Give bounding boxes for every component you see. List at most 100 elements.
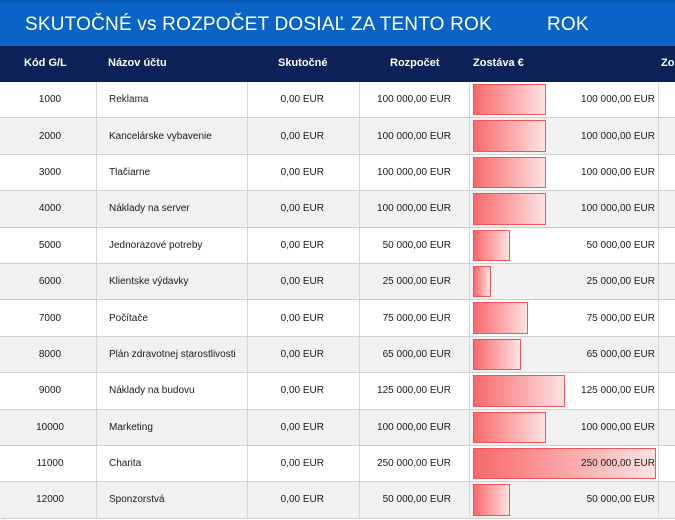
remaining-cell[interactable]: 125 000,00 EUR <box>469 373 659 409</box>
remaining-pct-cell[interactable] <box>659 446 675 481</box>
table-row[interactable]: 5000 Jednorazové potreby 0,00 EUR 50 000,00… <box>0 227 675 264</box>
budget-cell[interactable]: 65 000,00 EUR <box>359 336 469 373</box>
remaining-pct-cell[interactable] <box>659 410 675 445</box>
actual-cell[interactable]: 0,00 EUR <box>247 482 359 518</box>
remaining-cell[interactable]: 50 000,00 EUR <box>469 227 659 263</box>
header-account-name[interactable]: Názov účtu <box>108 57 167 69</box>
remaining-cell[interactable]: 75 000,00 EUR <box>469 300 659 336</box>
actual-cell[interactable]: 0,00 EUR <box>247 154 359 191</box>
table-row[interactable]: 2000 Kancelárske vybavenie 0,00 EUR 100 000… <box>0 118 675 155</box>
remaining-value: 65 000,00 EUR <box>586 348 655 360</box>
account-name-cell[interactable]: Náklady na budovu <box>96 373 247 409</box>
budget-cell[interactable]: 250 000,00 EUR <box>359 445 469 482</box>
remaining-pct-cell[interactable] <box>659 482 675 517</box>
remaining-pct-cell[interactable] <box>659 373 675 408</box>
actual-cell[interactable]: 0,00 EUR <box>247 336 359 373</box>
actual-cell[interactable]: 0,00 EUR <box>247 445 359 482</box>
remaining-cell[interactable]: 100 000,00 EUR <box>469 82 659 118</box>
remaining-data-bar <box>473 411 546 443</box>
gl-code-cell[interactable]: 3000 <box>38 166 62 178</box>
remaining-value: 50 000,00 EUR <box>586 494 655 506</box>
gl-code-cell[interactable]: 2000 <box>38 130 62 142</box>
table-row[interactable]: 12000 Sponzorstvá 0,00 EUR 50 000,00 EUR 50 … <box>0 482 675 519</box>
remaining-cell[interactable]: 100 000,00 EUR <box>469 191 659 227</box>
actual-cell[interactable]: 0,00 EUR <box>247 373 359 409</box>
remaining-pct-cell[interactable] <box>659 337 675 372</box>
actual-cell[interactable]: 0,00 EUR <box>247 227 359 263</box>
account-name-cell[interactable]: Tlačiarne <box>96 154 247 191</box>
account-name-cell[interactable]: Reklama <box>96 82 247 118</box>
remaining-pct-cell[interactable] <box>659 191 675 226</box>
gl-code-cell[interactable]: 6000 <box>38 276 62 288</box>
table-row[interactable]: 10000 Marketing 0,00 EUR 100 000,00 EUR 100 … <box>0 409 675 446</box>
table-row[interactable]: 3000 Tlačiarne 0,00 EUR 100 000,00 EUR 100 0… <box>0 154 675 192</box>
gl-code-cell[interactable]: 8000 <box>38 348 62 360</box>
table-row[interactable]: 6000 Klientske výdavky 0,00 EUR 25 000,00 E… <box>0 263 675 301</box>
actual-cell[interactable]: 0,00 EUR <box>247 82 359 118</box>
remaining-data-bar <box>473 484 510 516</box>
table-row[interactable]: 7000 Počítače 0,00 EUR 75 000,00 EUR 75 000,… <box>0 300 675 337</box>
account-name-cell[interactable]: Počítače <box>96 300 247 336</box>
remaining-pct-cell[interactable] <box>659 228 675 263</box>
header-remaining-pct[interactable]: Zo <box>661 57 675 69</box>
remaining-pct-cell[interactable] <box>659 82 675 117</box>
table-row[interactable]: 11000 Charita 0,00 EUR 250 000,00 EUR 250 00… <box>0 445 675 483</box>
budget-cell[interactable]: 100 000,00 EUR <box>359 409 469 445</box>
budget-cell[interactable]: 100 000,00 EUR <box>359 191 469 227</box>
gl-code-cell[interactable]: 5000 <box>38 239 62 251</box>
remaining-pct-cell[interactable] <box>659 118 675 153</box>
budget-cell[interactable]: 25 000,00 EUR <box>359 263 469 300</box>
remaining-cell[interactable]: 65 000,00 EUR <box>469 336 659 373</box>
table-row[interactable]: 1000 Reklama 0,00 EUR 100 000,00 EUR 100 000… <box>0 82 675 119</box>
header-actual[interactable]: Skutočné <box>278 57 328 69</box>
remaining-cell[interactable]: 100 000,00 EUR <box>469 154 659 191</box>
remaining-cell[interactable]: 50 000,00 EUR <box>469 482 659 518</box>
actual-cell[interactable]: 0,00 EUR <box>247 300 359 336</box>
account-table-body: 1000 Reklama 0,00 EUR 100 000,00 EUR 100 000… <box>0 82 675 519</box>
table-row[interactable]: 4000 Náklady na server 0,00 EUR 100 000,00 … <box>0 191 675 228</box>
table-row[interactable]: 9000 Náklady na budovu 0,00 EUR 125 000,00 … <box>0 373 675 410</box>
actual-cell[interactable]: 0,00 EUR <box>247 409 359 445</box>
remaining-pct-cell[interactable] <box>659 300 675 335</box>
budget-cell[interactable]: 50 000,00 EUR <box>359 482 469 518</box>
account-name-cell[interactable]: Charita <box>96 445 247 482</box>
remaining-cell[interactable]: 250 000,00 EUR <box>469 445 659 482</box>
remaining-cell[interactable]: 25 000,00 EUR <box>469 263 659 300</box>
gl-code-cell[interactable]: 10000 <box>36 421 64 433</box>
budget-cell[interactable]: 125 000,00 EUR <box>359 373 469 409</box>
header-code[interactable]: Kód G/L <box>24 57 67 69</box>
remaining-pct-cell[interactable] <box>659 264 675 299</box>
budget-cell[interactable]: 75 000,00 EUR <box>359 300 469 336</box>
account-name-cell[interactable]: Klientske výdavky <box>96 263 247 300</box>
actual-cell[interactable]: 0,00 EUR <box>247 263 359 300</box>
year-title: ROK <box>547 14 589 35</box>
account-name-cell[interactable]: Kancelárske vybavenie <box>96 118 247 154</box>
remaining-value: 100 000,00 EUR <box>581 203 655 215</box>
account-name-cell[interactable]: Plán zdravotnej starostlivosti <box>96 336 247 373</box>
budget-cell[interactable]: 100 000,00 EUR <box>359 82 469 118</box>
account-name-cell[interactable]: Sponzorstvá <box>96 482 247 518</box>
header-remaining[interactable]: Zostáva € <box>473 57 524 69</box>
remaining-data-bar <box>473 156 546 189</box>
budget-cell[interactable]: 100 000,00 EUR <box>359 118 469 154</box>
remaining-cell[interactable]: 100 000,00 EUR <box>469 118 659 154</box>
actual-cell[interactable]: 0,00 EUR <box>247 118 359 154</box>
account-name-cell[interactable]: Jednorazové potreby <box>96 227 247 263</box>
actual-cell[interactable]: 0,00 EUR <box>247 191 359 227</box>
account-name-cell[interactable]: Marketing <box>96 409 247 445</box>
budget-cell[interactable]: 100 000,00 EUR <box>359 154 469 191</box>
gl-code-cell[interactable]: 12000 <box>36 494 64 506</box>
table-row[interactable]: 8000 Plán zdravotnej starostlivosti 0,00 E… <box>0 336 675 374</box>
remaining-data-bar <box>473 120 546 152</box>
budget-cell[interactable]: 50 000,00 EUR <box>359 227 469 263</box>
gl-code-cell[interactable]: 11000 <box>36 458 64 470</box>
gl-code-cell[interactable]: 9000 <box>38 385 62 397</box>
remaining-data-bar <box>473 193 546 225</box>
gl-code-cell[interactable]: 1000 <box>38 94 62 106</box>
gl-code-cell[interactable]: 4000 <box>38 203 62 215</box>
account-name-cell[interactable]: Náklady na server <box>96 191 247 227</box>
gl-code-cell[interactable]: 7000 <box>38 312 62 324</box>
remaining-pct-cell[interactable] <box>659 155 675 190</box>
remaining-cell[interactable]: 100 000,00 EUR <box>469 409 659 445</box>
header-budget[interactable]: Rozpočet <box>390 57 440 69</box>
